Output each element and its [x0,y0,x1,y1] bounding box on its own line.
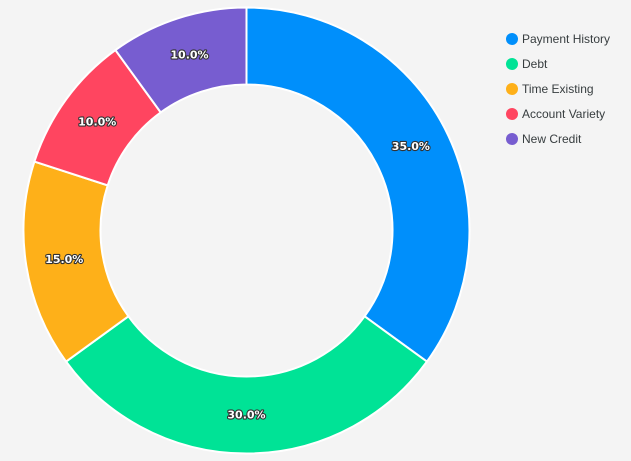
legend-label-new-credit: New Credit [522,131,582,146]
legend-marker-account-variety [506,107,518,120]
donut-slice-labels: 35.0% 30.0% 15.0% 10.0% 10.0% [44,47,431,422]
legend-marker-payment-history [506,32,518,45]
legend-item-new-credit[interactable]: New Credit [506,126,610,151]
slice-new-credit[interactable] [114,6,248,114]
legend-label-account-variety: Account Variety [522,106,606,121]
legend-marker-debt [506,57,518,70]
legend-marker-time-existing [506,82,518,95]
slice-label-new-credit: 10.0% [170,49,208,62]
legend-item-payment-history[interactable]: Payment History [506,26,610,51]
chart-legend: Payment History Debt Time Existing Accou… [506,26,610,151]
slice-label-debt: 30.0% [227,409,265,422]
legend-label-time-existing: Time Existing [522,81,594,96]
legend-item-account-variety[interactable]: Account Variety [506,101,610,126]
slice-label-time-existing: 15.0% [45,253,83,266]
legend-item-time-existing[interactable]: Time Existing [506,76,610,101]
slice-label-payment-history: 35.0% [392,140,430,153]
donut-slices [22,6,471,455]
slice-debt[interactable] [64,314,429,455]
legend-label-debt: Debt [522,56,548,71]
legend-label-payment-history: Payment History [522,31,611,46]
slice-label-account-variety: 10.0% [78,116,116,129]
legend-marker-new-credit [506,132,518,145]
legend-item-debt[interactable]: Debt [506,51,610,76]
slice-payment-history[interactable] [245,6,471,363]
